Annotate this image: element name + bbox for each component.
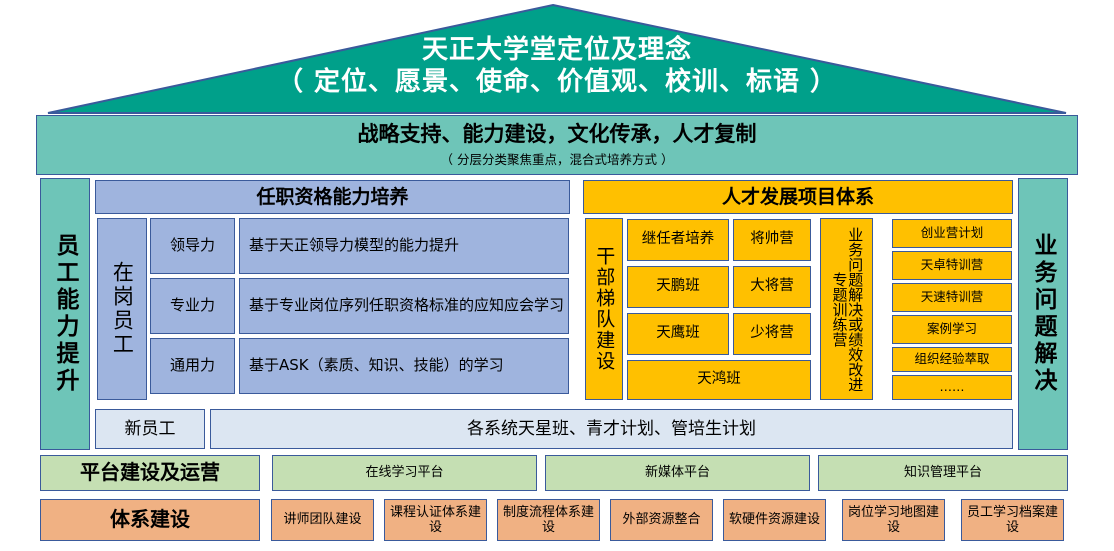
strategy-band: 战略支持、能力建设，文化传承，人才复制 （ 分层分类聚焦重点，混合式培养方式 ） xyxy=(36,115,1078,175)
system-item-2[interactable]: 制度流程体系建设 xyxy=(497,499,600,541)
system-item-6[interactable]: 员工学习档案建设 xyxy=(961,499,1064,541)
sidebar-employee-capability[interactable]: 员工能力提升 xyxy=(40,178,90,450)
talent-col3-item-3[interactable]: 案例学习 xyxy=(892,315,1012,344)
platform-header: 平台建设及运营 xyxy=(40,455,260,491)
sidebar-employee-capability-label: 员工能力提升 xyxy=(52,233,78,395)
talent-col3-item-4[interactable]: 组织经验萃取 xyxy=(892,347,1012,372)
roof-shape xyxy=(47,3,1067,114)
platform-item-1[interactable]: 新媒体平台 xyxy=(545,455,810,491)
qualification-row-0-name[interactable]: 领导力 xyxy=(150,218,235,274)
qualification-row-2-name[interactable]: 通用力 xyxy=(150,338,235,394)
talent-col3-item-1[interactable]: 天卓特训营 xyxy=(892,251,1012,280)
talent-wide-item[interactable]: 天鸿班 xyxy=(627,360,811,400)
strategy-band-sub: （ 分层分类聚焦重点，混合式培养方式 ） xyxy=(440,152,674,168)
talent-cadre-pipeline[interactable]: 干部梯队建设 xyxy=(585,218,623,400)
strategy-band-main: 战略支持、能力建设，文化传承，人才复制 xyxy=(357,121,757,146)
talent-col2-item-2[interactable]: 少将营 xyxy=(733,313,811,355)
platform-item-0[interactable]: 在线学习平台 xyxy=(272,455,537,491)
talent-col2-item-0[interactable]: 将帅营 xyxy=(733,219,811,261)
talent-col1-item-2[interactable]: 天鹰班 xyxy=(627,313,729,355)
talent-special-training-camp[interactable]: 业务问题解决或绩效改进专题训练营 xyxy=(820,218,873,400)
sidebar-business-problem-solving[interactable]: 业务问题解决 xyxy=(1018,178,1068,450)
qualification-group-on-job[interactable]: 在岗员工 xyxy=(97,218,147,400)
system-header: 体系建设 xyxy=(40,499,260,541)
system-item-3[interactable]: 外部资源整合 xyxy=(610,499,713,541)
new-employee-desc[interactable]: 各系统天星班、青才计划、管培生计划 xyxy=(210,409,1013,449)
talent-col1-item-1[interactable]: 天鹏班 xyxy=(627,266,729,308)
qualification-row-2-desc[interactable]: 基于ASK（素质、知识、技能）的学习 xyxy=(239,338,569,394)
talent-col1-item-0[interactable]: 继任者培养 xyxy=(627,219,729,261)
qualification-row-1-desc[interactable]: 基于专业岗位序列任职资格标准的应知应会学习 xyxy=(239,278,569,334)
qualification-row-0-desc[interactable]: 基于天正领导力模型的能力提升 xyxy=(239,218,569,274)
system-item-0[interactable]: 讲师团队建设 xyxy=(271,499,374,541)
system-item-4[interactable]: 软硬件资源建设 xyxy=(723,499,826,541)
qualification-header: 任职资格能力培养 xyxy=(95,180,570,214)
talent-col3-item-5[interactable]: …… xyxy=(892,375,1012,400)
talent-header: 人才发展项目体系 xyxy=(583,180,1013,214)
qualification-group-on-job-label: 在岗员工 xyxy=(110,261,135,357)
talent-col2-item-1[interactable]: 大将营 xyxy=(733,266,811,308)
system-item-1[interactable]: 课程认证体系建设 xyxy=(384,499,487,541)
platform-item-2[interactable]: 知识管理平台 xyxy=(818,455,1068,491)
talent-col3-item-2[interactable]: 天速特训营 xyxy=(892,283,1012,312)
talent-col3-item-0[interactable]: 创业营计划 xyxy=(892,219,1012,248)
qualification-row-1-name[interactable]: 专业力 xyxy=(150,278,235,334)
new-employee-label[interactable]: 新员工 xyxy=(95,409,205,449)
system-item-5[interactable]: 岗位学习地图建设 xyxy=(842,499,945,541)
sidebar-business-problem-solving-label: 业务问题解决 xyxy=(1030,233,1056,395)
talent-special-training-camp-label: 业务问题解决或绩效改进专题训练营 xyxy=(830,226,865,392)
talent-cadre-pipeline-label: 干部梯队建设 xyxy=(593,246,616,372)
